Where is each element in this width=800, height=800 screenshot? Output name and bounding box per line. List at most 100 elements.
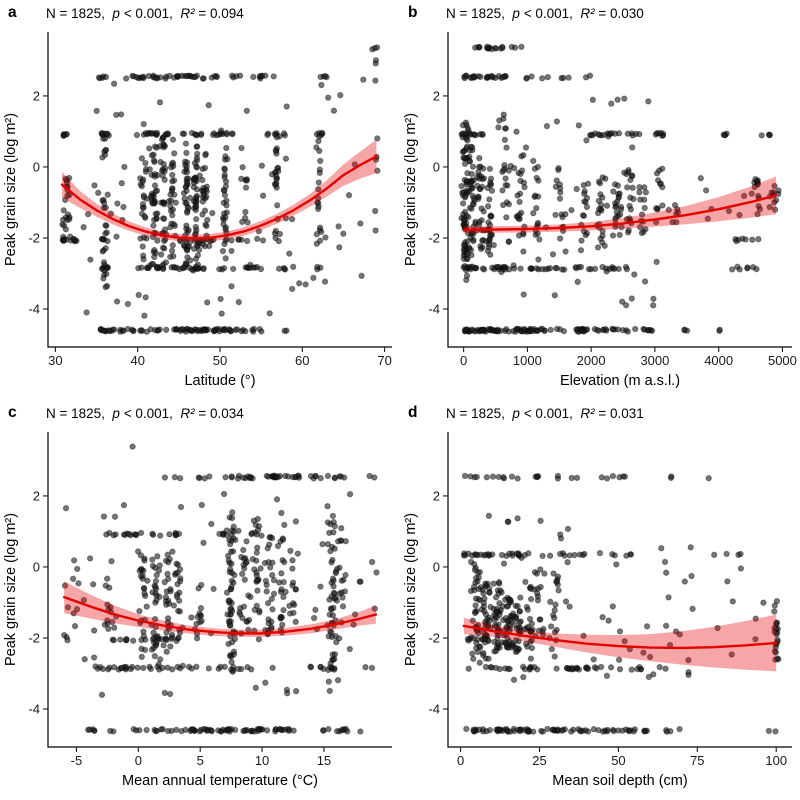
panel-title-c: N = 1825, p < 0.001, R² = 0.034 — [46, 406, 244, 421]
axes — [43, 32, 392, 352]
title-p-value: < 0.001, — [119, 6, 181, 21]
x-axis-label: Latitude (°) — [184, 373, 255, 389]
scatter-points — [458, 43, 782, 335]
plot-area — [61, 443, 380, 735]
panel-title-b: N = 1825, p < 0.001, R² = 0.030 — [446, 6, 644, 21]
svg-text:2000: 2000 — [577, 353, 606, 368]
svg-text:70: 70 — [377, 353, 391, 368]
plot-area — [458, 43, 782, 335]
title-p-symbol: p — [112, 406, 120, 421]
svg-text:-4: -4 — [28, 302, 40, 317]
title-n: N = 1825, — [46, 406, 113, 421]
svg-text:2: 2 — [433, 488, 440, 503]
svg-text:10: 10 — [255, 753, 269, 768]
panel-a: a N = 1825, p < 0.001, R² = 0.094 30 40 50… — [0, 0, 400, 400]
title-r2-value: = 0.030 — [594, 6, 644, 21]
x-tick-labels: 30 40 50 60 70 — [48, 353, 392, 368]
confidence-ribbon — [64, 581, 376, 637]
panel-letter-b: b — [408, 4, 418, 21]
svg-text:0: 0 — [433, 159, 440, 174]
svg-text:5000: 5000 — [768, 353, 797, 368]
svg-text:-2: -2 — [428, 230, 440, 245]
title-r2-symbol: R² — [180, 406, 195, 421]
panel-title-a: N = 1825, p < 0.001, R² = 0.094 — [46, 6, 244, 21]
x-tick-labels: 0 1000 2000 3000 4000 5000 — [460, 353, 797, 368]
scatter-plot-a: 30 40 50 60 70 2 0 -2 -4 Latitude (°) Peak grain s… — [3, 32, 392, 389]
axes — [443, 32, 792, 352]
title-p-value: < 0.001, — [519, 406, 581, 421]
panel-title-d: N = 1825, p < 0.001, R² = 0.031 — [446, 406, 644, 421]
scatter-points — [61, 443, 380, 735]
svg-text:-4: -4 — [28, 702, 40, 717]
scatter-points — [460, 472, 782, 735]
svg-text:50: 50 — [213, 353, 227, 368]
svg-text:25: 25 — [532, 753, 546, 768]
trend-line — [462, 624, 778, 650]
svg-text:5: 5 — [197, 753, 204, 768]
svg-text:1000: 1000 — [513, 353, 542, 368]
x-axis-label: Elevation (m a.s.l.) — [560, 373, 680, 389]
svg-text:0: 0 — [433, 559, 440, 574]
title-r2-value: = 0.034 — [194, 406, 244, 421]
panel-letter-a: a — [8, 4, 17, 21]
title-p-symbol: p — [112, 6, 120, 21]
svg-text:0: 0 — [135, 753, 142, 768]
svg-text:75: 75 — [690, 753, 704, 768]
svg-text:100: 100 — [765, 753, 787, 768]
trend-line — [462, 194, 778, 231]
svg-text:-2: -2 — [428, 630, 440, 645]
title-p-value: < 0.001, — [519, 6, 581, 21]
x-axis-label: Mean annual temperature (°C) — [122, 773, 318, 789]
y-axis-label: Peak grain size (log m²) — [3, 113, 19, 266]
x-axis-label: Mean soil depth (cm) — [552, 773, 687, 789]
svg-text:2: 2 — [433, 88, 440, 103]
panel-letter-d: d — [408, 404, 418, 421]
y-tick-labels: 2 0 -2 -4 — [428, 88, 440, 316]
svg-text:2: 2 — [33, 488, 40, 503]
title-p-value: < 0.001, — [119, 406, 181, 421]
axes — [443, 432, 792, 752]
x-tick-labels: 0 25 50 75 100 — [457, 753, 787, 768]
plot-area — [59, 44, 381, 335]
svg-text:-5: -5 — [71, 753, 83, 768]
svg-text:2: 2 — [33, 88, 40, 103]
plot-area — [460, 472, 782, 735]
title-n: N = 1825, — [446, 6, 513, 21]
title-n: N = 1825, — [46, 6, 113, 21]
svg-text:0: 0 — [33, 559, 40, 574]
svg-text:60: 60 — [295, 353, 309, 368]
confidence-ribbon — [463, 614, 777, 672]
panel-b: b N = 1825, p < 0.001, R² = 0.030 0 1000 2… — [400, 0, 800, 400]
svg-text:0: 0 — [33, 159, 40, 174]
y-tick-labels: 2 0 -2 -4 — [28, 488, 40, 716]
svg-text:0: 0 — [460, 353, 467, 368]
trend-line — [62, 595, 378, 635]
svg-text:-2: -2 — [28, 230, 40, 245]
y-axis-label: Peak grain size (log m²) — [3, 513, 19, 666]
svg-text:4000: 4000 — [704, 353, 733, 368]
title-p-symbol: p — [512, 6, 520, 21]
panel-c: c N = 1825, p < 0.001, R² = 0.034 -5 0 5 10… — [0, 400, 400, 800]
svg-text:40: 40 — [130, 353, 144, 368]
title-r2-symbol: R² — [180, 6, 195, 21]
svg-text:15: 15 — [317, 753, 331, 768]
svg-text:-4: -4 — [428, 302, 440, 317]
panel-letter-c: c — [8, 404, 17, 421]
title-r2-symbol: R² — [580, 6, 595, 21]
y-tick-labels: 2 0 -2 -4 — [28, 88, 40, 316]
y-axis-label: Peak grain size (log m²) — [403, 113, 419, 266]
svg-text:50: 50 — [611, 753, 625, 768]
panel-d: d N = 1825, p < 0.001, R² = 0.031 0 25 50 7… — [400, 400, 800, 800]
trend-line — [60, 155, 378, 240]
title-n: N = 1825, — [446, 406, 513, 421]
x-tick-labels: -5 0 5 10 15 — [71, 753, 331, 768]
y-axis-label: Peak grain size (log m²) — [403, 513, 419, 666]
title-r2-symbol: R² — [580, 406, 595, 421]
axes — [43, 432, 392, 752]
scatter-plot-b: 0 1000 2000 3000 4000 5000 2 0 -2 -4 Elevation (m … — [403, 32, 797, 389]
title-p-symbol: p — [512, 406, 520, 421]
confidence-ribbon — [463, 176, 777, 234]
svg-text:-4: -4 — [428, 702, 440, 717]
